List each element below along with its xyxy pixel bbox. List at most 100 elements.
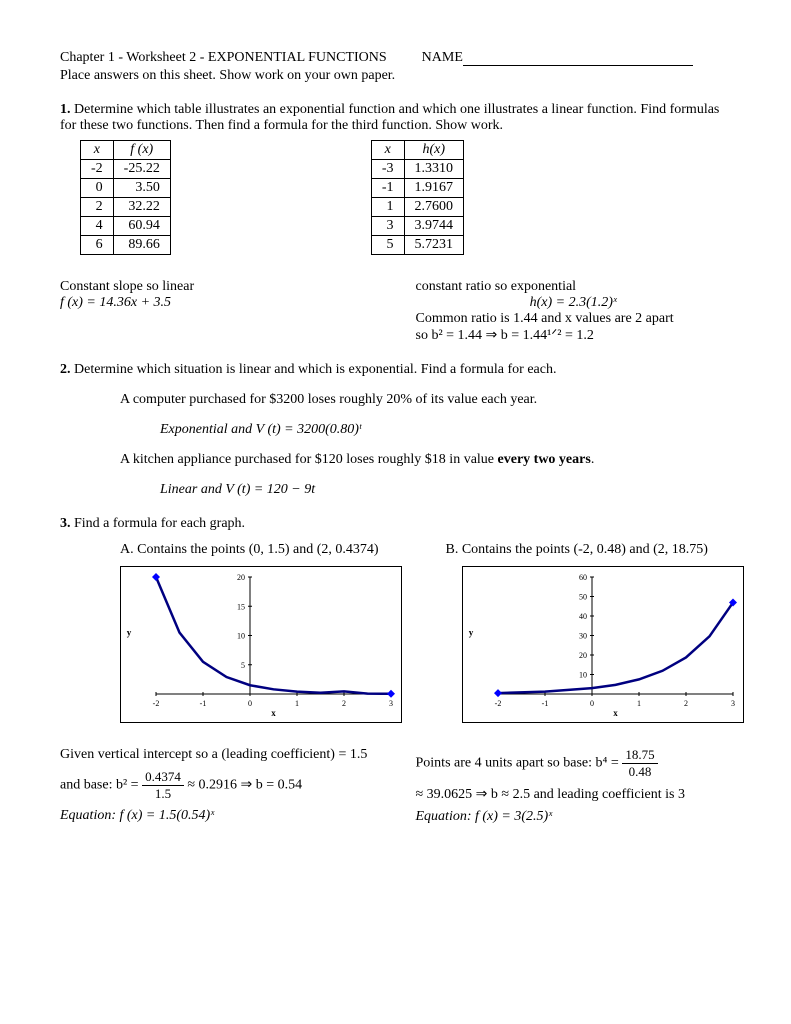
sol-a-l2-pre: and base: b² = [60,778,142,793]
svg-text:-2: -2 [495,699,502,708]
question-1: 1. Determine which table illustrates an … [60,102,731,134]
cell: 3.9744 [404,217,464,236]
fraction: 0.43741.5 [142,769,184,802]
ans-f-desc: Constant slope so linear [60,279,376,295]
question-3: 3. Find a formula for each graph. [60,516,731,532]
q1-answer-right: constant ratio so exponential h(x) = 2.3… [416,279,732,344]
cell: 3 [371,217,404,236]
q3-text: Find a formula for each graph. [74,516,245,531]
svg-text:2: 2 [342,699,346,708]
q1-number: 1. [60,102,71,117]
cell: 6 [81,236,114,255]
svg-text:40: 40 [579,612,587,621]
svg-text:20: 20 [237,573,245,582]
svg-text:1: 1 [295,699,299,708]
cell: -2 [81,160,114,179]
q2-part2: A kitchen appliance purchased for $120 l… [120,452,731,468]
ans-h-desc: constant ratio so exponential [416,279,732,295]
sol-b-l3: Equation: f (x) = 3(2.5)ˣ [416,809,732,825]
q1-answer-left: Constant slope so linear f (x) = 14.36x … [60,279,376,344]
th-hx: h(x) [404,141,464,160]
cell: 5 [371,236,404,255]
svg-text:x: x [613,708,618,718]
table-h: xh(x) -31.3310 -11.9167 12.7600 33.9744 … [371,140,464,255]
svg-text:0: 0 [590,699,594,708]
frac-num: 0.4374 [142,769,184,786]
question-2: 2. Determine which situation is linear a… [60,362,731,378]
svg-text:15: 15 [237,602,245,611]
svg-text:0: 0 [248,699,252,708]
svg-text:30: 30 [579,632,587,641]
graph-labels: A. Contains the points (0, 1.5) and (2, … [120,542,731,558]
graphs-container: -2-101235101520xy -2-10123102030405060xy [120,566,731,723]
cell: 5.7231 [404,236,464,255]
svg-text:3: 3 [731,699,735,708]
cell: 60.94 [113,217,170,236]
cell: 2 [81,198,114,217]
q3-number: 3. [60,516,71,531]
sol-a-l2-post: ≈ 0.2916 ⇒ b = 0.54 [187,778,302,793]
svg-text:-2: -2 [153,699,160,708]
svg-text:3: 3 [389,699,393,708]
svg-text:y: y [127,628,132,638]
ans-h-note2: so b² = 1.44 ⇒ b = 1.44¹ᐟ² = 1.2 [416,327,732,344]
q2-text: Determine which situation is linear and … [74,362,556,377]
svg-text:50: 50 [579,593,587,602]
th-x: x [81,141,114,160]
svg-text:x: x [271,708,276,718]
subtitle: Place answers on this sheet. Show work o… [60,68,731,84]
q2-number: 2. [60,362,71,377]
solution-a: Given vertical intercept so a (leading c… [60,741,376,831]
cell: 1.9167 [404,179,464,198]
svg-text:20: 20 [579,651,587,660]
svg-text:5: 5 [241,661,245,670]
svg-text:1: 1 [637,699,641,708]
svg-text:10: 10 [237,632,245,641]
svg-text:60: 60 [579,573,587,582]
cell: -3 [371,160,404,179]
header-row: Chapter 1 - Worksheet 2 - EXPONENTIAL FU… [60,50,731,66]
svg-text:y: y [469,628,474,638]
fraction: 18.750.48 [622,747,657,780]
sol-b-l1: Points are 4 units apart so base: b⁴ = 1… [416,747,732,780]
cell: -25.22 [113,160,170,179]
cell: 1 [371,198,404,217]
name-blank [463,65,693,66]
cell: -1 [371,179,404,198]
svg-text:-1: -1 [542,699,549,708]
graph-a-svg: -2 -1 0 1 2 3 5 10 15 20 x y [121,567,401,722]
cell: 3.50 [113,179,170,198]
q2-p2-pre: A kitchen appliance purchased for $120 l… [120,452,498,467]
graph-b-svg: -2-10123102030405060xy [463,567,743,722]
th-fx: f (x) [113,141,170,160]
q2-ans2: Linear and V (t) = 120 − 9t [160,482,731,498]
cell: 32.22 [113,198,170,217]
graph-a: -2 -1 0 1 2 3 5 10 15 20 x y [120,566,402,723]
frac-den: 1.5 [142,786,184,802]
q2-part1: A computer purchased for $3200 loses rou… [120,392,731,408]
sol-b-l2: ≈ 39.0625 ⇒ b ≈ 2.5 and leading coeffici… [416,786,732,803]
svg-text:-1: -1 [200,699,207,708]
q2-p2-bold: every two years [498,452,591,467]
table-f: xf (x) -2-25.22 03.50 232.22 460.94 689.… [80,140,171,255]
q2-p2-post: . [591,452,595,467]
ans-h-formula: h(x) = 2.3(1.2)ˣ [416,295,732,311]
cell: 4 [81,217,114,236]
cell: 0 [81,179,114,198]
tables-container: xf (x) -2-25.22 03.50 232.22 460.94 689.… [80,134,731,255]
graph-a-label: A. Contains the points (0, 1.5) and (2, … [120,542,406,558]
q1-text: Determine which table illustrates an exp… [60,102,719,133]
frac-den: 0.48 [622,764,657,780]
ans-h-note1: Common ratio is 1.44 and x values are 2 … [416,311,732,327]
sol-b-l1-pre: Points are 4 units apart so base: b⁴ = [416,756,623,771]
name-label: NAME [422,50,463,65]
frac-num: 18.75 [622,747,657,764]
th-x: x [371,141,404,160]
svg-text:10: 10 [579,671,587,680]
chapter-title: Chapter 1 - Worksheet 2 - EXPONENTIAL FU… [60,50,387,65]
graph-b: -2-10123102030405060xy [462,566,744,723]
sol-a-l2: and base: b² = 0.43741.5 ≈ 0.2916 ⇒ b = … [60,769,376,802]
sol-a-l3: Equation: f (x) = 1.5(0.54)ˣ [60,808,376,824]
q2-ans1: Exponential and V (t) = 3200(0.80)ᵗ [160,422,731,438]
solution-b: Points are 4 units apart so base: b⁴ = 1… [416,741,732,831]
